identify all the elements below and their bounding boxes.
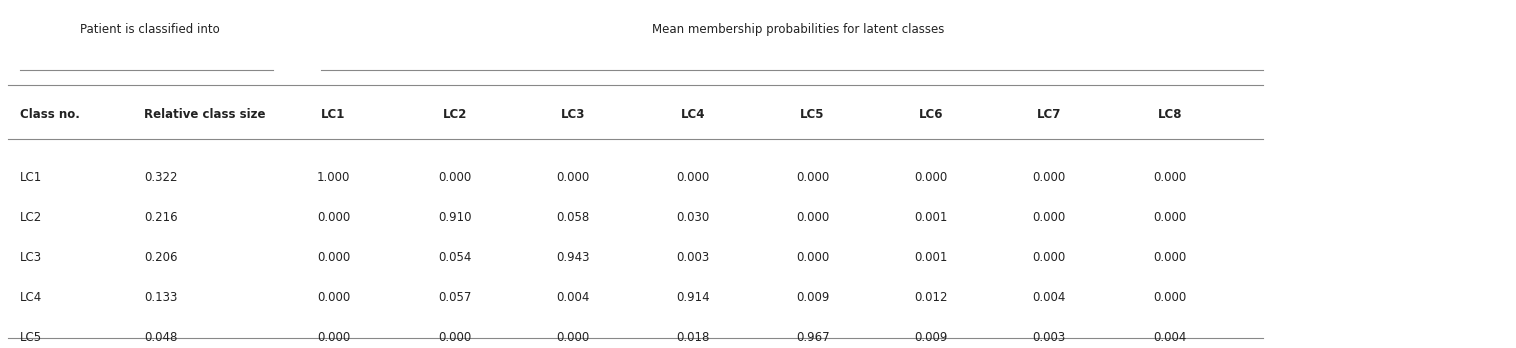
Text: LC2: LC2 (443, 108, 467, 121)
Text: 0.004: 0.004 (1032, 291, 1066, 304)
Text: 1.000: 1.000 (317, 171, 350, 184)
Text: 0.206: 0.206 (144, 251, 177, 264)
Text: LC7: LC7 (1037, 108, 1061, 121)
Text: LC3: LC3 (561, 108, 585, 121)
Text: 0.000: 0.000 (1032, 211, 1066, 224)
Text: 0.018: 0.018 (676, 331, 709, 344)
Text: 0.000: 0.000 (796, 171, 829, 184)
Text: 0.054: 0.054 (438, 251, 471, 264)
Text: 0.910: 0.910 (438, 211, 471, 224)
Text: 0.322: 0.322 (144, 171, 177, 184)
Text: 0.000: 0.000 (438, 171, 471, 184)
Text: 0.001: 0.001 (914, 211, 948, 224)
Text: 0.000: 0.000 (796, 211, 829, 224)
Text: Patient is classified into: Patient is classified into (80, 23, 220, 36)
Text: 0.003: 0.003 (676, 251, 709, 264)
Text: 0.000: 0.000 (1032, 171, 1066, 184)
Text: 0.000: 0.000 (317, 331, 350, 344)
Text: Mean membership probabilities for latent classes: Mean membership probabilities for latent… (652, 23, 944, 36)
Text: 0.216: 0.216 (144, 211, 177, 224)
Text: LC8: LC8 (1158, 108, 1182, 121)
Text: 0.000: 0.000 (556, 331, 590, 344)
Text: LC1: LC1 (321, 108, 346, 121)
Text: 0.943: 0.943 (556, 251, 590, 264)
Text: 0.057: 0.057 (438, 291, 471, 304)
Text: 0.048: 0.048 (144, 331, 177, 344)
Text: LC1: LC1 (20, 171, 42, 184)
Text: 0.004: 0.004 (1154, 331, 1187, 344)
Text: LC4: LC4 (681, 108, 705, 121)
Text: 0.000: 0.000 (438, 331, 471, 344)
Text: 0.030: 0.030 (676, 211, 709, 224)
Text: 0.000: 0.000 (1032, 251, 1066, 264)
Text: 0.012: 0.012 (914, 291, 948, 304)
Text: LC6: LC6 (919, 108, 943, 121)
Text: 0.000: 0.000 (676, 171, 709, 184)
Text: 0.000: 0.000 (1154, 211, 1187, 224)
Text: 0.133: 0.133 (144, 291, 177, 304)
Text: 0.000: 0.000 (1154, 251, 1187, 264)
Text: 0.004: 0.004 (556, 291, 590, 304)
Text: 0.000: 0.000 (1154, 291, 1187, 304)
Text: 0.058: 0.058 (556, 211, 590, 224)
Text: 0.000: 0.000 (317, 251, 350, 264)
Text: Class no.: Class no. (20, 108, 79, 121)
Text: 0.000: 0.000 (317, 291, 350, 304)
Text: Relative class size: Relative class size (144, 108, 265, 121)
Text: 0.914: 0.914 (676, 291, 709, 304)
Text: 0.000: 0.000 (1154, 171, 1187, 184)
Text: 0.967: 0.967 (796, 331, 829, 344)
Text: 0.001: 0.001 (914, 251, 948, 264)
Text: LC4: LC4 (20, 291, 42, 304)
Text: 0.003: 0.003 (1032, 331, 1066, 344)
Text: 0.000: 0.000 (796, 251, 829, 264)
Text: 0.009: 0.009 (914, 331, 948, 344)
Text: LC2: LC2 (20, 211, 42, 224)
Text: 0.009: 0.009 (796, 291, 829, 304)
Text: LC5: LC5 (800, 108, 825, 121)
Text: 0.000: 0.000 (317, 211, 350, 224)
Text: 0.000: 0.000 (914, 171, 948, 184)
Text: 0.000: 0.000 (556, 171, 590, 184)
Text: LC3: LC3 (20, 251, 42, 264)
Text: LC5: LC5 (20, 331, 42, 344)
